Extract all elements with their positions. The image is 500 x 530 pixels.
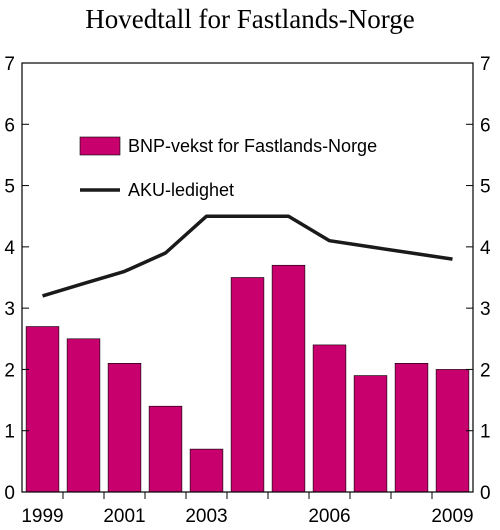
x-tick-label-2001: 2001: [103, 506, 145, 527]
bar-2005: [271, 264, 306, 493]
y-tick-label-left: 4: [4, 238, 15, 259]
bar-2006: [312, 344, 347, 493]
y-tick-label-left: 0: [4, 483, 15, 504]
y-tick-label-left: 3: [4, 299, 15, 320]
bar-2004: [230, 277, 265, 493]
y-tick-label-right: 6: [480, 115, 491, 136]
y-tick-label-right: 3: [480, 299, 491, 320]
y-tick-label-left: 1: [4, 422, 15, 443]
legend-bar-swatch: [79, 136, 121, 156]
plot-frame: [21, 62, 474, 493]
bar-2009: [435, 369, 470, 493]
y-tick-label-left: 5: [4, 177, 15, 198]
y-tick-label-right: 4: [480, 238, 491, 259]
legend-bar-label: BNP-vekst for Fastlands-Norge: [128, 136, 377, 156]
x-tick-label-1999: 1999: [21, 506, 63, 527]
y-tick-label-left: 2: [4, 360, 15, 381]
chart-title: Hovedtall for Fastlands-Norge: [85, 4, 414, 34]
bar-2001: [107, 362, 142, 493]
bar-2007: [353, 375, 388, 493]
y-tick-label-right: 7: [480, 54, 491, 75]
y-tick-label-left: 6: [4, 115, 15, 136]
bar-1999: [25, 326, 60, 493]
x-tick-label-2003: 2003: [185, 506, 227, 527]
legend-line-label: AKU-ledighet: [128, 180, 234, 200]
y-tick-label-right: 5: [480, 177, 491, 198]
y-tick-label-left: 7: [4, 54, 15, 75]
bar-2008: [394, 362, 429, 493]
x-tick-label-2009: 2009: [431, 506, 473, 527]
x-tick-label-2006: 2006: [308, 506, 350, 527]
y-tick-label-right: 1: [480, 422, 491, 443]
plot-area: 0 0 1 1 2 2 3 3 4 4 5 5 6 6 7 7 1999 2001 2003 2006 2009: [4, 54, 491, 527]
y-tick-label-right: 2: [480, 360, 491, 381]
line-series-aku: [41, 214, 453, 298]
y-tick-label-right: 0: [480, 483, 491, 504]
bar-2003: [189, 448, 224, 493]
bar-2000: [66, 338, 101, 493]
bar-2002: [148, 405, 183, 493]
